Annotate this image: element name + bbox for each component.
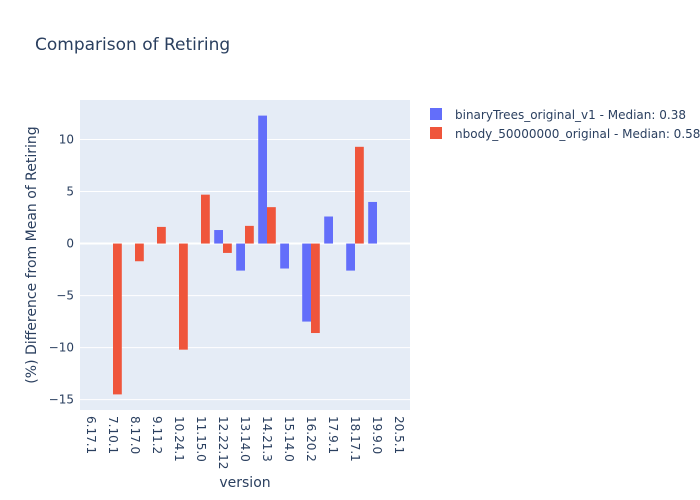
x-tick-label: 18.17.1 — [348, 416, 362, 462]
y-tick-label: 5 — [66, 185, 74, 199]
bar-series-1-16.20.2[interactable] — [302, 243, 311, 322]
x-tick-label: 10.24.1 — [172, 416, 186, 462]
x-tick-label: 12.22.12 — [216, 416, 230, 469]
legend-label-series-1[interactable]: binaryTrees_original_v1 - Median: 0.38 — [455, 108, 686, 122]
bar-series-1-14.21.3[interactable] — [258, 115, 267, 244]
legend-swatch-series-1[interactable] — [430, 108, 442, 120]
x-axis-title: version — [219, 475, 270, 491]
bar-series-2-10.24.1[interactable] — [179, 243, 188, 350]
x-tick-label: 16.20.2 — [304, 416, 318, 462]
legend: binaryTrees_original_v1 - Median: 0.38 n… — [430, 108, 700, 141]
bars — [113, 115, 377, 395]
y-tick-label: 10 — [59, 133, 74, 147]
x-tick-label: 17.9.1 — [326, 416, 340, 454]
legend-swatch-series-2[interactable] — [430, 127, 442, 139]
bar-series-1-13.14.0[interactable] — [236, 243, 245, 271]
legend-label-series-2[interactable]: nbody_50000000_original - Median: 0.58 — [455, 127, 700, 141]
bar-series-2-12.22.12[interactable] — [223, 243, 232, 253]
bar-series-1-19.9.0[interactable] — [368, 201, 377, 244]
bar-series-1-15.14.0[interactable] — [280, 243, 289, 269]
x-tick-label: 7.10.1 — [106, 416, 120, 454]
bar-series-2-11.15.0[interactable] — [201, 194, 210, 244]
bar-series-2-9.11.2[interactable] — [157, 226, 166, 244]
bar-series-2-13.14.0[interactable] — [245, 225, 254, 244]
x-axis-ticks: 6.17.1 7.10.1 8.17.0 9.11.2 10.24.1 11.15.0 12… — [84, 416, 406, 469]
y-tick-label: −10 — [49, 341, 74, 355]
y-tick-label: −5 — [56, 289, 74, 303]
y-tick-label: −15 — [49, 393, 74, 407]
bar-series-2-16.20.2[interactable] — [311, 243, 320, 334]
bar-series-2-7.10.1[interactable] — [113, 243, 122, 395]
x-tick-label: 15.14.0 — [282, 416, 296, 462]
bar-series-2-8.17.0[interactable] — [135, 243, 144, 262]
x-tick-label: 13.14.0 — [238, 416, 252, 462]
chart-title: Comparison of Retiring — [35, 35, 230, 55]
x-tick-label: 20.5.1 — [392, 416, 406, 454]
y-tick-label: 0 — [66, 237, 74, 251]
bar-series-1-17.9.1[interactable] — [324, 216, 333, 244]
x-tick-label: 8.17.0 — [128, 416, 142, 454]
bar-series-2-14.21.3[interactable] — [267, 207, 276, 244]
bar-series-1-18.17.1[interactable] — [346, 243, 355, 271]
x-tick-label: 11.15.0 — [194, 416, 208, 462]
bar-series-1-12.22.12[interactable] — [214, 230, 223, 244]
bar-series-2-18.17.1[interactable] — [355, 146, 364, 244]
y-axis-ticks: −15 −10 −5 0 5 10 — [49, 133, 74, 407]
x-tick-label: 14.21.3 — [260, 416, 274, 462]
x-tick-label: 19.9.0 — [370, 416, 384, 454]
x-tick-label: 9.11.2 — [150, 416, 164, 454]
y-axis-title: (%) Difference from Mean of Retiring — [24, 126, 40, 383]
x-tick-label: 6.17.1 — [84, 416, 98, 454]
